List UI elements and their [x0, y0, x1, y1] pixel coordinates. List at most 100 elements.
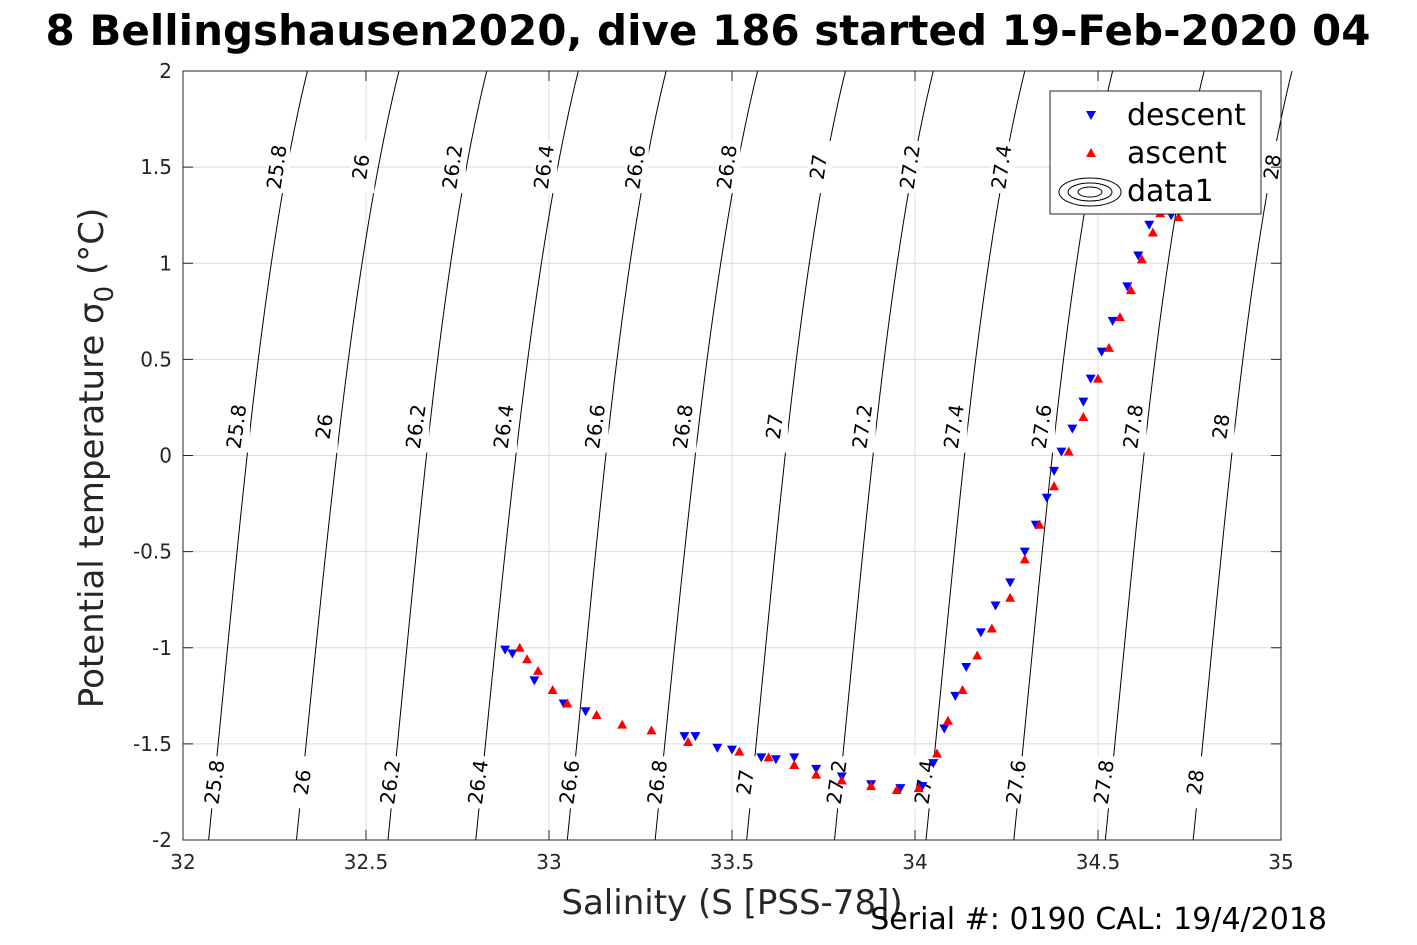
descent-point — [1133, 251, 1144, 261]
ascent-point — [1103, 342, 1114, 352]
contour-label-background — [763, 400, 788, 453]
descent-point — [1005, 578, 1016, 588]
descent-point — [1067, 424, 1078, 434]
ascent-point — [591, 710, 602, 720]
descent-point — [529, 676, 540, 686]
descent-point — [1019, 547, 1030, 557]
density-contour-line — [387, 70, 488, 841]
contour-label-background — [1122, 400, 1147, 453]
ascent-point — [1005, 592, 1016, 602]
x-axis-label: Salinity (S [PSS-78]) — [561, 883, 902, 923]
axis-ticks: 32 32.5 33 33.5 34 34.5 35 -2 -1.5 -1 -0.5 0 0.5 1 1.5… — [133, 59, 1294, 874]
descent-point — [939, 724, 950, 734]
descent-point — [580, 707, 591, 717]
legend-contour-icon — [1058, 177, 1122, 207]
y-tick-label: 1 — [159, 251, 172, 275]
descent-point — [712, 743, 723, 753]
legend-label-data1: data1 — [1127, 174, 1214, 209]
ascent-point — [1093, 373, 1103, 383]
descent-point — [811, 764, 822, 774]
contour-label-background — [558, 756, 583, 809]
contour-label-background — [533, 141, 558, 194]
contour-label-background — [266, 141, 291, 194]
contour-label-background — [291, 756, 316, 809]
density-contour-line — [475, 70, 579, 841]
ascent-point — [1114, 312, 1125, 322]
contour-label-background — [716, 141, 741, 194]
ascent-point — [1078, 412, 1089, 422]
contour-label-background — [646, 756, 671, 809]
ascent-point — [547, 685, 558, 695]
descent-point — [690, 732, 701, 742]
density-contour-label: 26 — [311, 412, 338, 441]
ascent-point — [646, 725, 657, 735]
density-contour-label: 26 — [289, 768, 316, 797]
descent-point — [1078, 397, 1089, 407]
ascent-point — [763, 752, 774, 762]
contour-label-background — [350, 141, 375, 194]
ascent-point — [562, 698, 573, 708]
data-series — [500, 193, 1184, 795]
contour-label-background — [203, 756, 228, 809]
descent-point — [1056, 447, 1067, 457]
descent-point — [990, 601, 1001, 611]
contour-label-background — [467, 756, 492, 809]
descent-point — [1144, 220, 1155, 230]
ascent-point — [972, 650, 983, 660]
contour-label-background — [734, 756, 759, 809]
contour-label-background — [990, 141, 1015, 194]
y-tick-label: -0.5 — [133, 540, 172, 564]
contour-label-background — [672, 400, 697, 453]
y-tick-label: -2 — [152, 828, 172, 852]
density-contour-line — [295, 70, 400, 841]
legend-box — [1049, 90, 1262, 215]
contour-label-background — [1005, 756, 1030, 809]
legend-label-descent: descent — [1127, 98, 1246, 133]
ascent-point — [866, 781, 877, 791]
contour-label-background — [441, 141, 466, 194]
x-tick-label: 32.5 — [344, 850, 389, 874]
descent-point — [756, 753, 767, 763]
contour-label-background — [943, 400, 968, 453]
ascent-point — [957, 685, 968, 695]
descent-point — [679, 732, 690, 742]
descent-point — [1049, 466, 1060, 476]
ascent-point — [942, 715, 953, 725]
ascent-point — [1147, 227, 1158, 237]
ascent-point — [789, 760, 800, 770]
density-contour-label: 28 — [1207, 412, 1234, 441]
x-tick-label: 33 — [536, 850, 561, 874]
x-tick-label: 34.5 — [1076, 850, 1121, 874]
contour-label-background — [379, 756, 404, 809]
descent-point — [500, 645, 511, 655]
contour-label-background — [807, 141, 832, 194]
y-tick-label: -1 — [152, 636, 172, 660]
descent-point — [507, 649, 518, 659]
ascent-point — [1125, 285, 1136, 295]
ascent-point — [617, 719, 628, 729]
serial-calibration-note: Serial #: 0190 CAL: 19/4/2018 — [870, 902, 1327, 937]
ascent-point — [734, 746, 745, 756]
descent-point — [1096, 347, 1107, 357]
ascent-point — [533, 665, 544, 675]
descent-point — [1107, 316, 1118, 326]
x-tick-label: 33.5 — [710, 850, 755, 874]
contour-label-background — [405, 400, 430, 453]
descent-point — [770, 755, 781, 765]
descent-point — [727, 745, 737, 755]
contour-label-background — [225, 400, 250, 453]
contour-label-background — [1210, 400, 1235, 453]
ascent-point — [1049, 481, 1060, 491]
ascent-point — [811, 769, 822, 779]
ascent-point — [1136, 254, 1147, 264]
contour-label-background — [1031, 400, 1056, 453]
contour-label-background — [493, 400, 518, 453]
descent-point — [917, 782, 928, 792]
ascent-point — [1019, 554, 1030, 564]
ascent-point — [514, 642, 525, 652]
descent-point — [928, 759, 939, 769]
contour-label-background — [313, 400, 338, 453]
descent-point — [1122, 282, 1133, 292]
x-tick-label: 35 — [1268, 850, 1293, 874]
